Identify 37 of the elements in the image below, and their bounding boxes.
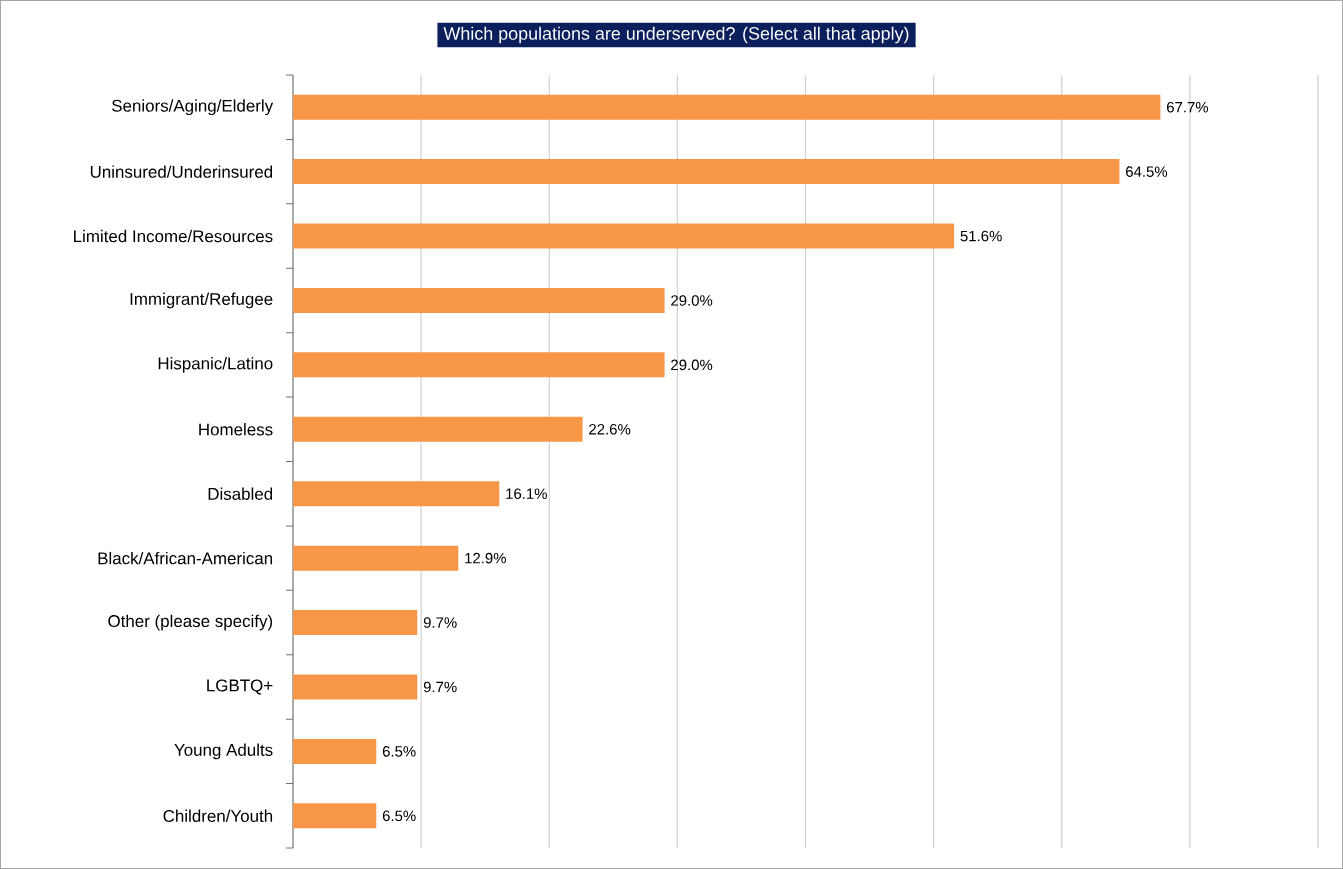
y-tick-label: Limited Income/Resources <box>74 229 273 243</box>
y-tick-label: Young Adults <box>174 743 273 760</box>
data-label: 29.0% <box>671 359 713 371</box>
data-label: 9.7% <box>423 617 457 628</box>
bar <box>293 416 583 442</box>
y-tick-label: LGBTQ+ <box>207 679 273 695</box>
bar <box>293 674 418 700</box>
y-tick-label: Black/African-American <box>98 551 273 565</box>
y-tick-label: Disabled <box>208 487 273 500</box>
data-label: 67.7% <box>1167 101 1209 113</box>
y-tick-label: Hispanic/Latino <box>158 356 273 373</box>
data-label: 6.5% <box>382 746 416 757</box>
bar <box>293 545 459 571</box>
data-label: 51.6% <box>960 230 1002 242</box>
bar <box>293 738 377 764</box>
y-tick-label: Seniors/Aging/Elderly <box>112 99 274 116</box>
bar <box>293 352 665 378</box>
data-label: 64.5% <box>1126 166 1168 177</box>
bar <box>293 159 1120 185</box>
bar <box>293 803 377 829</box>
bar <box>293 610 418 636</box>
data-label: 12.9% <box>465 552 506 564</box>
y-tick-label: Uninsured/Underinsured <box>90 165 273 178</box>
data-label: 6.5% <box>382 810 416 822</box>
bar <box>293 94 1161 120</box>
y-tick-label: Children/Youth <box>163 809 273 823</box>
bar <box>293 481 500 507</box>
y-tick-label: Immigrant/Refugee <box>130 292 273 309</box>
bar <box>293 223 955 249</box>
data-label: 16.1% <box>506 488 547 499</box>
y-tick-label: Homeless <box>199 423 273 436</box>
y-tick-label: Other (please specify) <box>108 614 273 631</box>
chart-title: Which populations are underserved? (Select all that apply) <box>443 26 909 44</box>
data-label: 29.0% <box>671 295 713 306</box>
data-label: 22.6% <box>589 424 631 435</box>
data-label: 9.7% <box>423 681 457 693</box>
bar <box>293 287 665 313</box>
